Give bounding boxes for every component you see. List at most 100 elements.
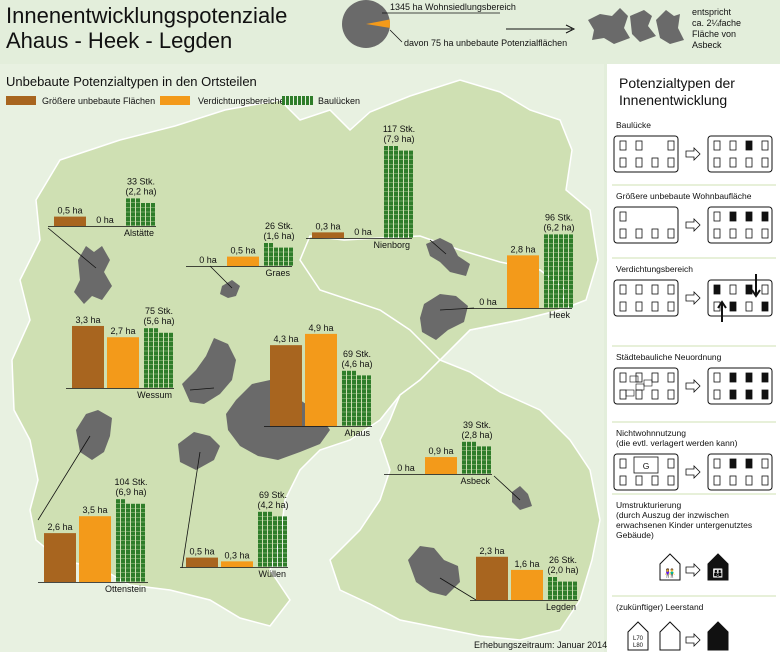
after-1-bottom-1 [729,228,737,239]
gap-block [268,548,272,553]
gap-block [573,595,577,600]
gap-block [268,562,272,567]
gap-block [159,351,163,356]
gap-block [554,252,558,257]
gap-block [121,522,125,527]
gap-block [553,581,557,586]
gap-block [258,557,262,562]
gap-block [126,198,130,203]
before-1-plot [619,211,627,222]
gap-block [269,252,273,257]
gap-block [568,581,572,586]
gap-block [487,451,491,456]
gap-block [131,526,135,531]
gap-block [263,539,267,544]
gap-block [389,196,393,201]
gap-block [151,212,155,217]
gap-block [136,198,140,203]
gap-block [144,369,148,374]
gap-block [554,298,558,303]
gap-block [141,526,145,531]
legend-label-gaps: Baulücken [318,96,360,106]
label-gaps-area-wuellen: (4,2 ha) [257,500,288,510]
gap-block [477,469,481,474]
leader-legden [439,577,477,601]
gap-block [544,257,548,262]
bar-dense-ahaus [305,333,337,426]
gap-block [404,182,408,187]
gap-block [384,146,388,151]
type-label-5-0: Umstrukturierung [616,500,681,510]
bar-dense-ottenstein [79,516,111,582]
title-line2: Ahaus - Heek - Legden [6,28,232,53]
gap-block [394,146,398,151]
gap-block [404,173,408,178]
gap-block [141,554,145,559]
before-1-bottom-0 [619,228,627,239]
gap-block [154,378,158,383]
pie-part-label: davon 75 ha unbebaute Potenzialflächen [404,38,567,48]
gap-block [399,210,403,215]
gap-block [264,261,268,266]
gap-block [121,508,125,513]
gap-block [263,557,267,562]
gap-block [399,178,403,183]
gap-block [278,557,282,562]
gap-block [273,544,277,549]
gap-block [462,446,466,451]
gap-block [367,375,371,380]
gap-block [549,262,553,267]
gap-block [278,521,282,526]
gap-block [126,568,130,573]
gap-block [131,531,135,536]
gap-block [121,559,125,564]
gap-block [144,351,148,356]
gap-block [126,536,130,541]
gap-block [544,303,548,308]
gap-block [564,271,568,276]
gap-block [394,196,398,201]
gap-block [141,203,145,208]
bar-group-nienborg: 0,3 ha 0 ha 117 Stk.(7,9 ha) Nienborg [306,124,415,250]
gap-block [126,572,130,577]
gap-block [549,298,553,303]
gap-block [389,155,393,160]
after-2-top-0 [713,284,721,295]
gap-block [554,262,558,267]
bar-gaps-asbeck [462,441,491,474]
gap-block [389,219,393,224]
gap-block [409,182,413,187]
gap-block [144,365,148,370]
gap-block [399,169,403,174]
gap-block [554,303,558,308]
gap-block [273,534,277,539]
after-1-top-1 [729,211,737,222]
before-2-top-1 [635,284,643,295]
gap-block [136,572,140,577]
label-large-wessum: 3,3 ha [75,315,100,325]
label-gaps-count-ottenstein: 104 Stk. [114,477,147,487]
label-gaps-count-alstaette: 33 Stk. [127,176,155,186]
type-label-0-0: Baulücke [616,120,651,130]
gap-block [136,212,140,217]
gap-block [357,375,361,380]
pie-part-slice [366,19,391,28]
gap-block [409,205,413,210]
gap-block [409,159,413,164]
gap-block [274,252,278,257]
label-dense-wuellen: 0,3 ha [224,550,249,560]
gap-block [159,355,163,360]
gap-block [569,257,573,262]
gap-block [116,513,120,518]
gap-block [548,595,552,600]
gap-block [154,360,158,365]
gap-block [159,365,163,370]
gap-block [549,266,553,271]
gap-block [462,441,466,446]
gap-block [357,416,361,421]
gap-block [564,248,568,253]
gap-block [357,407,361,412]
gap-block [389,173,393,178]
label-gaps-area-wessum: (5,6 ha) [143,316,174,326]
before-3-top-0 [619,372,627,383]
